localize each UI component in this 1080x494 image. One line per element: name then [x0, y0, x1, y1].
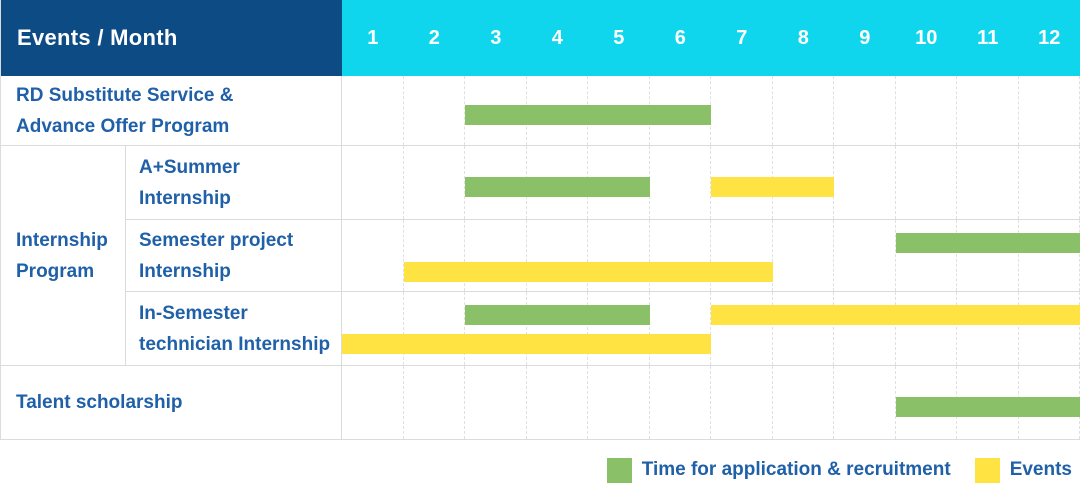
- month-gridline: [527, 220, 588, 291]
- month-gridline: [711, 76, 773, 145]
- recruitment-bar: [465, 176, 650, 197]
- legend-label-recruitment: Time for application & recruitment: [641, 459, 951, 480]
- month-gridline: [527, 366, 588, 439]
- month-gridline: [773, 366, 834, 439]
- month-header-8: 8: [797, 26, 809, 49]
- month-header-12: 12: [1038, 26, 1061, 49]
- legend-label-events: Events: [1009, 459, 1072, 480]
- chart-row-talent-scholarship: [342, 366, 1080, 440]
- month-gridline: [650, 366, 711, 439]
- month-gridline: [896, 220, 957, 291]
- month-gridline: [711, 220, 773, 291]
- month-gridline: [465, 292, 527, 365]
- month-header-1: 1: [367, 26, 379, 49]
- recruitment-bar: [895, 396, 1080, 417]
- month-gridline: [404, 76, 465, 145]
- event-bar: [711, 176, 834, 197]
- row-label-semester-project: Semester project Internship: [126, 220, 342, 292]
- month-gridline: [404, 292, 465, 365]
- month-gridline: [834, 146, 896, 219]
- event-bar: [342, 334, 711, 354]
- event-bar: [403, 262, 773, 282]
- month-gridline: [834, 366, 896, 439]
- month-header-5: 5: [613, 26, 625, 49]
- month-gridline: [773, 292, 834, 365]
- month-header-4: 4: [551, 26, 563, 49]
- month-gridline: [896, 292, 957, 365]
- month-gridline: [527, 292, 588, 365]
- month-gridline: [1019, 220, 1080, 291]
- month-header-9: 9: [859, 26, 871, 49]
- month-header-row: 1 2 3 4 5 6 7 8 9 10 11 12: [342, 0, 1080, 76]
- recruitment-swatch-icon: [606, 457, 632, 483]
- month-gridline: [1019, 146, 1080, 219]
- month-gridline: [711, 366, 773, 439]
- chart-row-rd-substitute: [342, 76, 1080, 146]
- recruitment-bar: [465, 305, 650, 325]
- row-label-in-semester-technician: In-Semester technician Internship: [126, 292, 342, 366]
- month-gridline: [896, 146, 957, 219]
- month-gridline: [896, 76, 957, 145]
- recruitment-bar: [895, 233, 1080, 253]
- month-gridline: [650, 292, 711, 365]
- month-header-6: 6: [674, 26, 686, 49]
- month-gridline: [957, 220, 1019, 291]
- month-gridline: [404, 146, 465, 219]
- month-gridline: [773, 76, 834, 145]
- month-gridline: [465, 366, 527, 439]
- month-gridline: [1019, 76, 1080, 145]
- chart-row-a-plus-summer: [342, 146, 1080, 220]
- legend-item-events: Events: [974, 457, 1072, 483]
- group-label-internship-program: Internship Program: [1, 146, 126, 366]
- month-gridline: [588, 366, 650, 439]
- month-gridline: [834, 292, 896, 365]
- month-header-3: 3: [490, 26, 502, 49]
- month-gridline: [650, 146, 711, 219]
- legend: Time for application & recruitment Event…: [0, 440, 1080, 494]
- month-gridline: [465, 220, 527, 291]
- header-title: Events / Month: [17, 25, 178, 50]
- recruitment-bar: [465, 104, 711, 125]
- month-gridline: [588, 220, 650, 291]
- gantt-table: Events / Month 1 2 3 4 5 6 7 8 9 10 11 12 RD Substi…: [0, 0, 1080, 440]
- month-gridline: [342, 220, 404, 291]
- event-swatch-icon: [974, 457, 1000, 483]
- row-label-a-plus-summer: A+Summer Internship: [126, 146, 342, 220]
- month-gridline: [404, 220, 465, 291]
- row-label-talent-scholarship: Talent scholarship: [1, 366, 342, 440]
- month-gridline: [711, 292, 773, 365]
- month-header-2: 2: [428, 26, 440, 49]
- month-header-7: 7: [736, 26, 748, 49]
- month-gridline: [773, 220, 834, 291]
- month-header-11: 11: [977, 26, 999, 49]
- month-gridline: [588, 292, 650, 365]
- month-gridline: [1019, 292, 1080, 365]
- chart-row-semester-project: [342, 220, 1080, 292]
- month-header-10: 10: [915, 26, 938, 49]
- row-label-rd-substitute: RD Substitute Service & Advance Offer Pr…: [1, 76, 342, 146]
- month-gridline: [342, 146, 404, 219]
- month-gridline: [650, 220, 711, 291]
- month-gridline: [342, 76, 404, 145]
- event-bar: [711, 305, 1080, 325]
- month-gridline: [404, 366, 465, 439]
- header-events-month-cell: Events / Month: [1, 0, 342, 76]
- month-gridline: [834, 220, 896, 291]
- month-gridline: [957, 292, 1019, 365]
- month-gridline: [957, 146, 1019, 219]
- month-gridline: [342, 292, 404, 365]
- month-gridline: [834, 76, 896, 145]
- legend-item-recruitment: Time for application & recruitment: [606, 457, 951, 483]
- month-gridline: [342, 366, 404, 439]
- chart-row-in-semester-technician: [342, 292, 1080, 366]
- month-gridline: [957, 76, 1019, 145]
